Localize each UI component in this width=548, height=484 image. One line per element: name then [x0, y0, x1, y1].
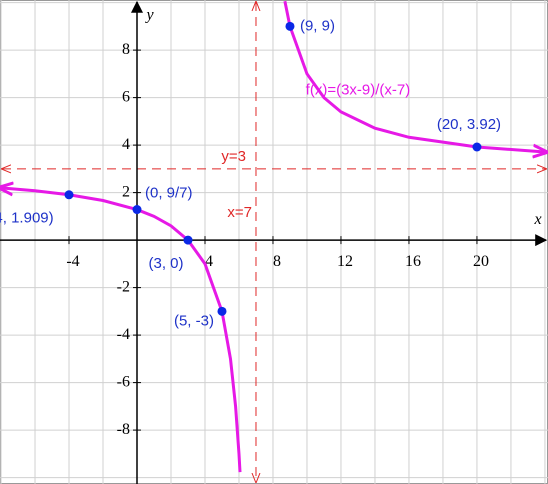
y-tick-label: -8 — [117, 421, 130, 438]
x-tick-label: 4 — [205, 253, 213, 270]
y-axis-label: y — [144, 7, 154, 24]
x-tick-label: 8 — [273, 253, 281, 270]
point-label: (-4, 1.909) — [0, 210, 54, 227]
point — [285, 21, 295, 31]
y-tick-label: 6 — [122, 88, 130, 105]
point-label: (0, 9/7) — [145, 185, 193, 202]
x-tick-label: 16 — [405, 253, 421, 270]
x-tick-label: -4 — [66, 253, 79, 270]
point — [217, 306, 227, 316]
point — [183, 235, 193, 245]
point-label: (20, 3.92) — [437, 116, 501, 133]
x-tick-label: 20 — [473, 253, 489, 270]
asymptote-label: x=7 — [227, 204, 252, 221]
point-label: (5, -3) — [174, 312, 214, 329]
point — [132, 205, 142, 215]
point-label: (9, 9) — [300, 17, 335, 34]
y-tick-label: -2 — [117, 278, 130, 295]
curve — [1, 188, 242, 473]
point — [64, 190, 74, 200]
point — [472, 142, 482, 152]
x-axis-label: x — [533, 211, 541, 228]
y-tick-label: -4 — [117, 326, 130, 343]
y-tick-label: 2 — [122, 183, 130, 200]
y-tick-label: -6 — [117, 373, 130, 390]
point-label: (3, 0) — [148, 255, 183, 272]
x-tick-label: 12 — [337, 253, 353, 270]
function-label: f(x)=(3x-9)/(x-7) — [306, 81, 411, 98]
curve — [283, 0, 545, 152]
y-tick-label: 4 — [122, 136, 130, 153]
asymptote-label: y=3 — [221, 148, 246, 165]
y-tick-label: 8 — [122, 41, 130, 58]
